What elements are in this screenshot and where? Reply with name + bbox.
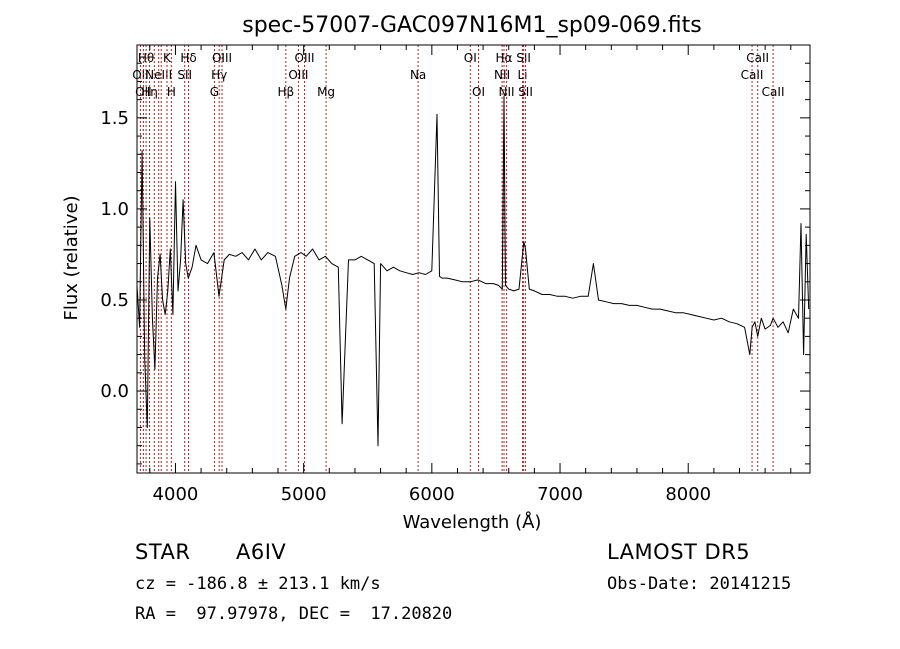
line-marker-label: OI	[464, 51, 477, 65]
spectrum-line	[136, 95, 810, 447]
line-marker-label: CaII	[741, 68, 764, 82]
y-tick-label: 0.5	[100, 290, 129, 311]
line-marker-label: CaII	[746, 51, 769, 65]
line-marker-label: Hδ	[180, 51, 196, 65]
y-tick-label: 1.5	[100, 108, 129, 129]
line-marker-label: OI	[472, 85, 485, 99]
subclass: A6IV	[236, 540, 287, 564]
line-marker-label: Mg	[317, 85, 335, 99]
line-marker-label: NII	[494, 68, 510, 82]
line-marker-label: H	[167, 85, 176, 99]
spectral-line-markers: OIIOIIHθHηNeIIIKHSIIHδGHγOIIIHβOIIIOIIIM…	[132, 45, 784, 473]
line-marker-label: Na	[410, 68, 426, 82]
line-marker-label: OIII	[288, 68, 308, 82]
y-axis: 0.0 0.5 1.0 1.5	[100, 62, 810, 465]
line-marker-label: SII	[518, 85, 533, 99]
redshift-text: cz = -186.8 ± 213.1 km/s	[135, 574, 381, 594]
x-axis-label: Wavelength (Å)	[403, 511, 542, 533]
line-marker-label: Hθ	[138, 51, 154, 65]
obs-date: Obs-Date: 20141215	[607, 574, 792, 594]
line-marker-label: SII	[177, 68, 192, 82]
x-tick-label: 6000	[409, 484, 455, 505]
coordinates: RA = 97.97978, DEC = 17.20820	[135, 604, 453, 624]
x-axis: 4000 5000 6000 7000 8000	[149, 45, 792, 505]
x-tick-label: 4000	[153, 484, 199, 505]
line-marker-label: OIII	[295, 51, 315, 65]
x-tick-label: 7000	[537, 484, 583, 505]
line-marker-label: Hη	[141, 85, 158, 99]
line-marker-label: NII	[499, 85, 515, 99]
line-marker-label: K	[163, 51, 172, 65]
line-marker-label: OII	[132, 68, 149, 82]
line-marker-label: Hγ	[211, 68, 227, 82]
line-marker-label: Hβ	[277, 85, 294, 99]
line-marker-label: Li	[517, 68, 527, 82]
x-tick-label: 8000	[665, 484, 711, 505]
object-class: STAR	[135, 540, 191, 564]
spectrum-series	[136, 95, 810, 447]
line-marker-label: G	[210, 85, 219, 99]
y-tick-label: 0.0	[100, 381, 129, 402]
line-marker-label: OII	[135, 85, 152, 99]
chart-title: spec-57007-GAC097N16M1_sp09-069.fits	[242, 13, 702, 38]
y-axis-label: Flux (relative)	[61, 195, 82, 320]
line-marker-label: Hα	[496, 51, 513, 65]
line-marker-label: OIII	[212, 51, 232, 65]
line-marker-label: NeIII	[145, 68, 172, 82]
survey-name: LAMOST DR5	[607, 540, 751, 564]
line-marker-label: CaII	[762, 85, 785, 99]
line-marker-label: SII	[516, 51, 531, 65]
x-tick-label: 5000	[281, 484, 327, 505]
plot-frame	[136, 44, 811, 474]
y-tick-label: 1.0	[100, 199, 129, 220]
